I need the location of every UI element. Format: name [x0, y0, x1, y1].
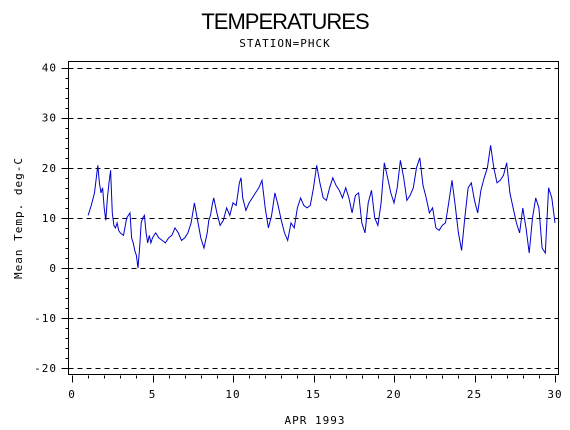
- x-tick-label: 5: [149, 388, 157, 401]
- y-tick-label: 10: [42, 212, 57, 225]
- chart-subtitle: STATION=PHCK: [239, 37, 330, 50]
- series-line-0: [87, 145, 556, 269]
- y-tick-label: 20: [42, 162, 57, 175]
- y-tick-label: -10: [34, 312, 57, 325]
- y-axis: -20 -10 0 10 20 30 40: [34, 62, 69, 375]
- y-tick-label: -20: [34, 362, 57, 375]
- x-tick-label: 0: [68, 388, 76, 401]
- y-tick-label: 40: [42, 62, 57, 75]
- x-tick-label: 20: [386, 388, 401, 401]
- y-tick-label: 30: [42, 112, 57, 125]
- gridlines: [68, 68, 559, 369]
- chart-title: TEMPERATURES: [201, 9, 369, 34]
- x-axis-label: APR 1993: [285, 414, 346, 427]
- x-tick-label: 10: [225, 388, 240, 401]
- x-tick-label: 30: [547, 388, 562, 401]
- x-tick-label: 25: [467, 388, 482, 401]
- x-axis: 0 5 10 15 20 25 30: [68, 375, 562, 401]
- y-axis-label: Mean Temp. deg-C: [12, 157, 25, 279]
- y-tick-label: 0: [49, 262, 57, 275]
- x-tick-label: 15: [306, 388, 321, 401]
- series-layer: [87, 145, 556, 269]
